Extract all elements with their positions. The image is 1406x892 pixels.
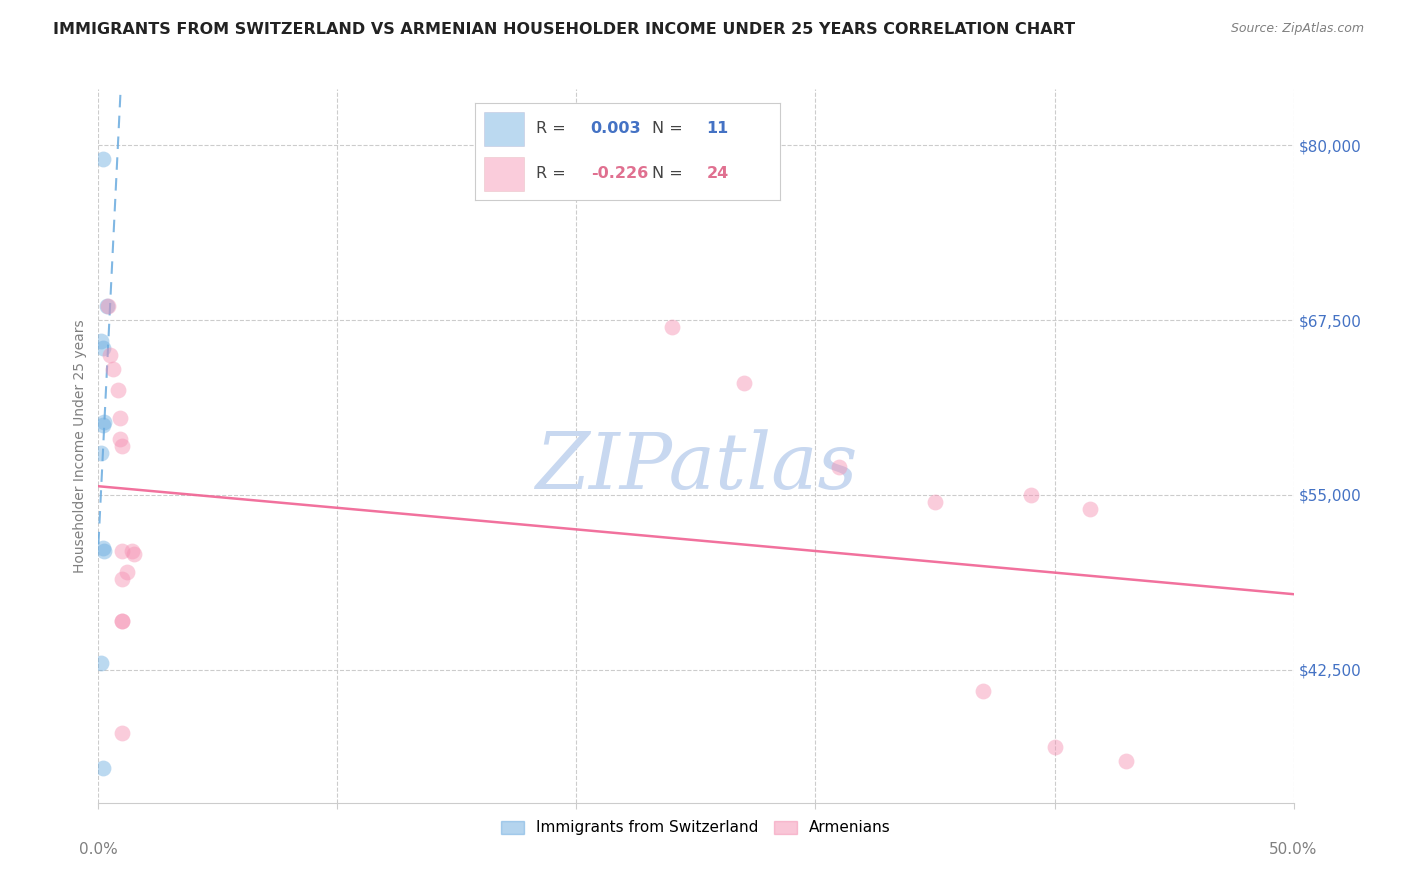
Point [972, 684, 994, 698]
Text: 0.0%: 0.0% [79, 842, 118, 857]
Text: Source: ZipAtlas.com: Source: ZipAtlas.com [1230, 22, 1364, 36]
Point [90, 446, 112, 460]
Point [91, 341, 114, 355]
Point [661, 320, 683, 334]
Point [93, 544, 115, 558]
Point [111, 544, 134, 558]
Point [91, 152, 114, 166]
Point [107, 383, 129, 397]
Point [108, 432, 131, 446]
Point [1080, 502, 1102, 516]
Point [828, 460, 851, 475]
Point [98, 348, 122, 362]
Point [1043, 739, 1066, 754]
Text: ZIPatlas: ZIPatlas [534, 429, 858, 506]
Point [111, 439, 134, 453]
Point [111, 726, 134, 740]
Point [1019, 488, 1042, 502]
Point [93, 415, 115, 429]
Point [124, 547, 146, 561]
Point [111, 572, 134, 586]
Point [111, 614, 134, 628]
Point [96, 299, 118, 313]
Point [1115, 754, 1137, 768]
Point [733, 376, 755, 390]
Point [101, 362, 124, 376]
Point [108, 411, 131, 425]
Text: IMMIGRANTS FROM SWITZERLAND VS ARMENIAN HOUSEHOLDER INCOME UNDER 25 YEARS CORREL: IMMIGRANTS FROM SWITZERLAND VS ARMENIAN … [53, 22, 1076, 37]
Y-axis label: Householder Income Under 25 years: Householder Income Under 25 years [73, 319, 87, 573]
Point [121, 544, 143, 558]
Point [90, 656, 112, 670]
Point [90, 334, 112, 348]
Text: 50.0%: 50.0% [1270, 842, 1317, 857]
Point [97, 299, 120, 313]
Point [924, 495, 946, 509]
Point [91, 541, 114, 556]
Point [111, 614, 134, 628]
Point [91, 417, 114, 432]
Legend: Immigrants from Switzerland, Armenians: Immigrants from Switzerland, Armenians [495, 814, 897, 841]
Point [91, 761, 114, 775]
Point [115, 565, 138, 579]
